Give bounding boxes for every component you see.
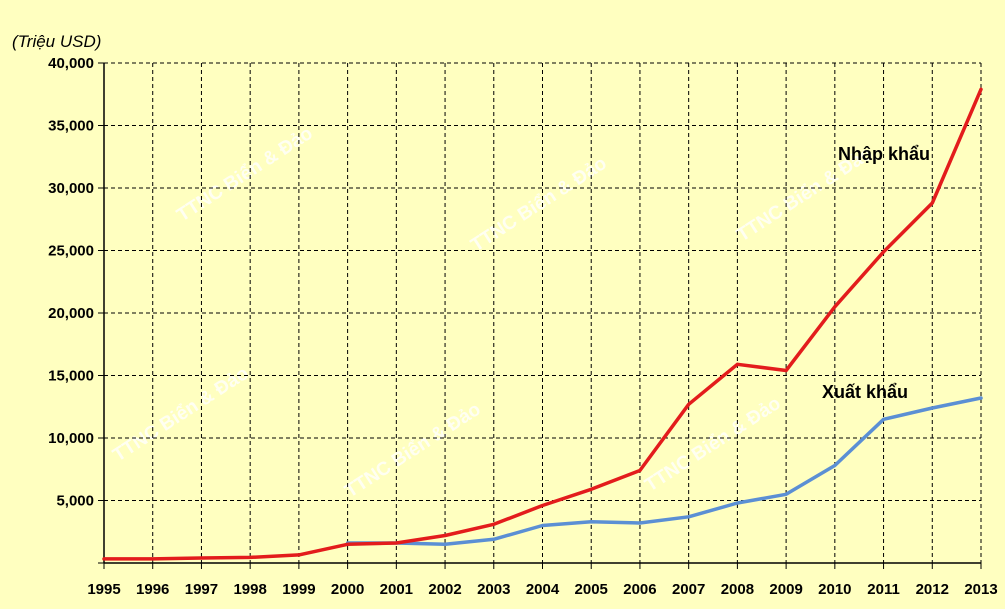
x-tick-label: 2007 [672,581,705,598]
x-tick-label: 2008 [721,581,754,598]
y-unit-label: (Triệu USD) [12,32,101,51]
y-tick-label: 5,000 [56,493,94,510]
grid-lines [104,62,982,563]
x-tick-label: 1999 [282,581,315,598]
x-tick-label: 1998 [233,581,266,598]
x-tick-label: 2010 [818,581,851,598]
y-tick-label: 10,000 [48,430,94,447]
axes: 5,000 10,000 15,000 20,000 25,000 30,000 35,00… [48,55,998,598]
x-tick-label: 1997 [185,581,218,598]
x-tick-label: 1996 [136,581,169,598]
x-tick-label: 2006 [623,581,656,598]
watermark-text: TTNC Biển & Đảo [173,123,316,226]
watermark-text: TTNC Biển & Đảo [641,393,784,496]
y-tick-label: 35,000 [48,118,94,135]
x-tick-label: 2012 [916,581,949,598]
y-tick-label: 25,000 [48,243,94,260]
x-tick-label: 2003 [477,581,510,598]
x-tick-label: 2013 [964,581,997,598]
watermark-text: TTNC Biển & Đảo [341,399,484,502]
x-tick-label: 1995 [87,581,120,598]
series-line-0 [102,87,983,561]
x-tick-label: 2005 [575,581,608,598]
x-tick-label: 2004 [526,581,560,598]
y-tick-label: 30,000 [48,180,94,197]
watermark-text: TTNC Biển & Đảo [109,363,252,466]
x-tick-label: 2009 [769,581,802,598]
x-tick-label: 2002 [428,581,461,598]
series-lines [102,87,983,561]
watermark-text: TTNC Biển & Đảo [467,153,610,256]
labels: (Triệu USD) Nhập khẩu Xuất khẩu [12,32,930,402]
y-tick-label: 40,000 [48,55,94,72]
series-line-1 [345,396,983,547]
y-tick-label: 20,000 [48,305,94,322]
y-tick-label: 15,000 [48,368,94,385]
x-tick-label: 2000 [331,581,364,598]
x-tick-label: 2011 [867,581,900,598]
series-label-xuat-khau: Xuất khẩu [822,382,908,402]
series-label-nhap-khau: Nhập khẩu [838,144,930,164]
x-tick-label: 2001 [380,581,413,598]
